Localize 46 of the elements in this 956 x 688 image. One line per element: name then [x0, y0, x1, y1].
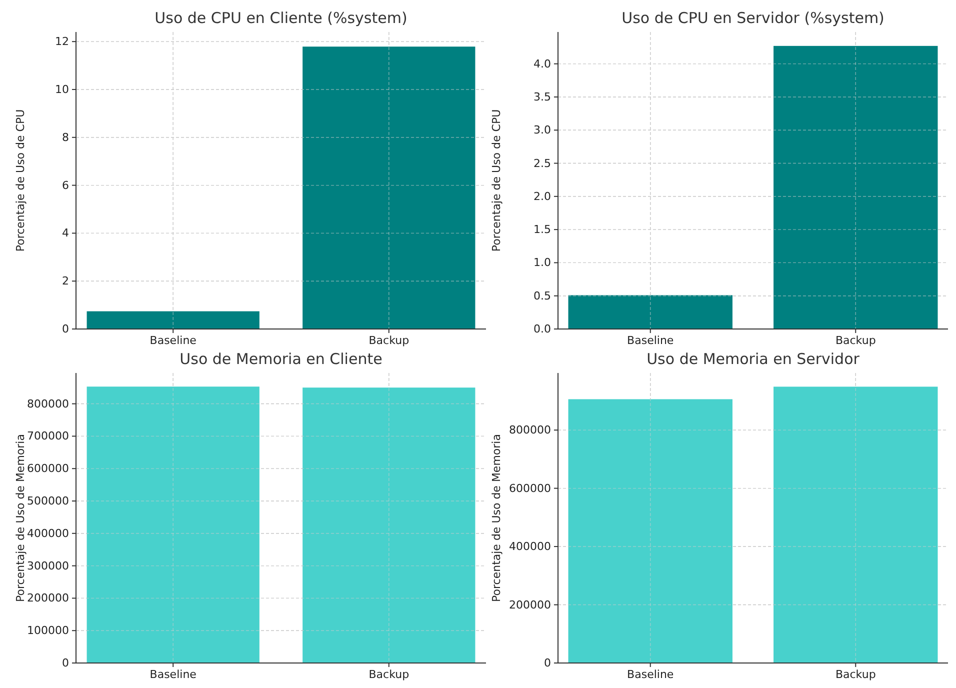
y-tick-label: 500000 [27, 494, 69, 508]
y-tick-label: 700000 [27, 430, 69, 443]
y-tick-label: 10 [55, 83, 69, 96]
y-tick-label: 3.0 [534, 124, 551, 137]
y-tick-label: 300000 [27, 559, 69, 572]
y-tick-label: 4.0 [534, 57, 551, 70]
y-tick-label: 1.5 [534, 223, 551, 236]
y-axis-title: Porcentaje de Uso de Memoria [14, 434, 27, 602]
chart-title: Uso de Memoria en Servidor [646, 350, 860, 368]
y-tick-label: 0 [544, 656, 551, 670]
y-tick-label: 200000 [509, 598, 551, 612]
y-tick-label: 800000 [27, 397, 69, 410]
y-axis-title: Porcentaje de Uso de CPU [14, 109, 27, 252]
y-tick-label: 600000 [27, 462, 69, 476]
chart-title: Uso de Memoria en Cliente [180, 350, 382, 368]
y-tick-label: 400000 [27, 526, 69, 540]
y-tick-label: 600000 [509, 482, 551, 495]
x-tick-label: Baseline [150, 668, 197, 681]
y-tick-label: 12 [55, 35, 69, 48]
x-tick-label: Baseline [627, 334, 674, 347]
y-tick-label: 200000 [27, 592, 69, 605]
y-tick-label: 2.5 [534, 156, 551, 170]
y-tick-label: 3.5 [534, 90, 551, 104]
y-tick-label: 400000 [509, 540, 551, 554]
y-axis-title: Porcentaje de Uso de CPU [490, 109, 503, 252]
y-tick-label: 0 [62, 322, 69, 336]
y-tick-label: 1.0 [534, 256, 551, 270]
y-axis-title: Porcentaje de Uso de Memoria [490, 434, 503, 602]
y-tick-label: 0.5 [534, 289, 551, 302]
y-tick-label: 2.0 [534, 190, 551, 203]
x-tick-label: Backup [368, 334, 410, 347]
x-tick-label: Baseline [150, 334, 197, 347]
y-tick-label: 0 [62, 656, 69, 670]
x-tick-label: Backup [835, 334, 876, 347]
y-tick-label: 800000 [509, 424, 551, 437]
chart-title: Uso de CPU en Servidor (%system) [622, 9, 884, 27]
y-tick-label: 4 [62, 226, 69, 240]
y-tick-label: 2 [62, 274, 69, 288]
chart-title: Uso de CPU en Cliente (%system) [154, 9, 408, 27]
y-tick-label: 8 [62, 130, 69, 144]
x-tick-label: Backup [835, 668, 876, 681]
x-tick-label: Backup [368, 668, 410, 681]
x-tick-label: Baseline [627, 668, 674, 681]
y-tick-label: 0.0 [534, 322, 551, 336]
y-tick-label: 6 [62, 178, 69, 192]
y-tick-label: 100000 [27, 624, 69, 638]
